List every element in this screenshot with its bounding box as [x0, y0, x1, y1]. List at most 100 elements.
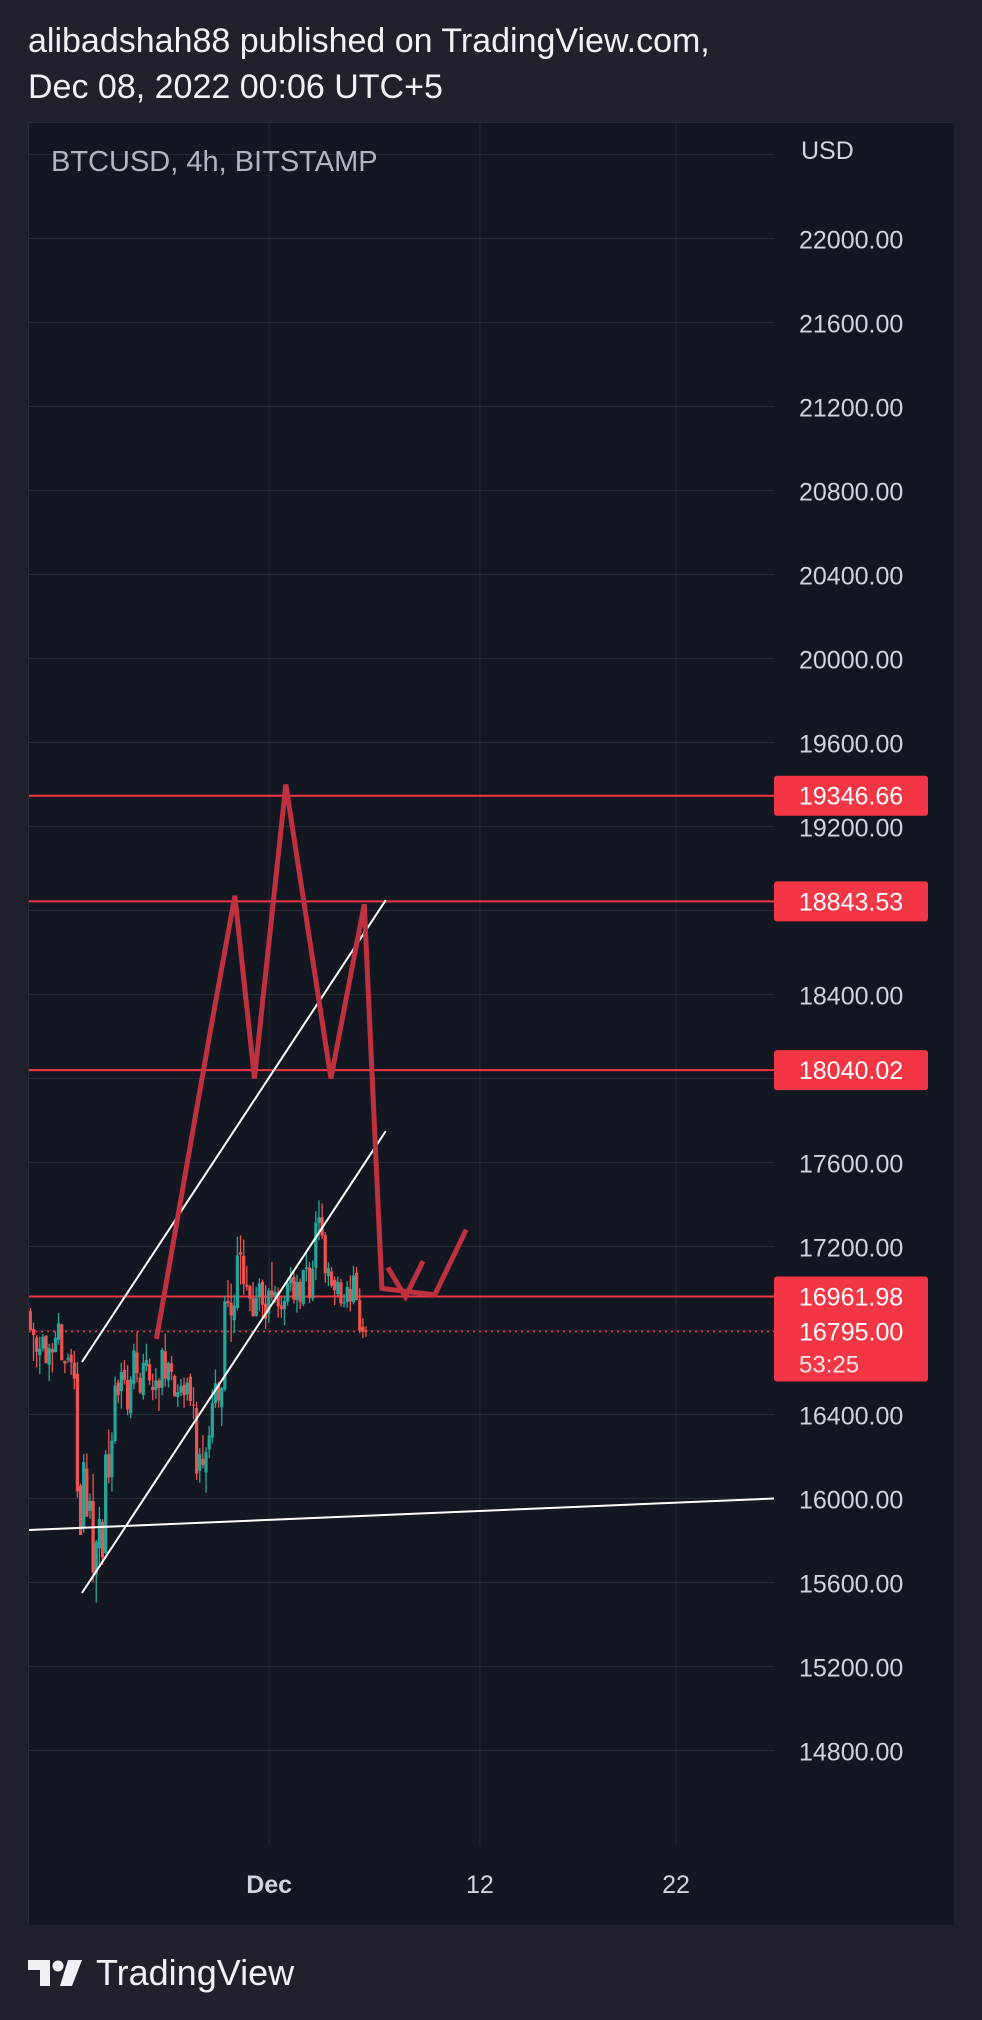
candle-body — [173, 1376, 177, 1397]
candle-body — [210, 1403, 214, 1438]
candle-body — [323, 1235, 327, 1274]
candle-body — [242, 1255, 246, 1285]
candle-body — [147, 1364, 152, 1381]
candle-body — [31, 1329, 36, 1336]
candle-body — [188, 1376, 192, 1402]
candle-body — [138, 1377, 142, 1393]
candle-body — [122, 1369, 127, 1380]
y-tick-label: 19200.00 — [799, 815, 903, 843]
candle-body — [47, 1348, 51, 1365]
candle-body — [248, 1286, 252, 1299]
candle-body — [285, 1283, 290, 1302]
candle-body — [154, 1380, 158, 1390]
chart-background — [29, 123, 954, 1925]
candle-body — [257, 1283, 261, 1297]
price-level-tag — [774, 881, 928, 922]
y-tick-label: 18400.00 — [799, 983, 903, 1011]
candle-body — [229, 1302, 233, 1316]
candle-body — [72, 1362, 76, 1379]
y-tick-label: 22000.00 — [799, 227, 903, 255]
candle-body — [41, 1336, 45, 1349]
price-chart[interactable]: BTCUSD, 4h, BITSTAMP USD 22000.00 21600.00 2… — [29, 123, 954, 1925]
candle-body — [132, 1350, 136, 1384]
y-tick-label: 14800.00 — [799, 1739, 903, 1767]
candle-body — [113, 1385, 117, 1442]
candle-body — [345, 1286, 349, 1303]
candle-body — [185, 1382, 189, 1395]
projection-arrowhead — [385, 1260, 426, 1303]
candle-body — [66, 1358, 70, 1360]
x-tick-label: Dec — [246, 1871, 292, 1899]
candle-body — [326, 1268, 330, 1277]
support-trendline — [29, 1497, 775, 1531]
candle-body — [270, 1290, 274, 1296]
candle-body — [126, 1380, 130, 1410]
candle-body — [207, 1435, 211, 1450]
candle-body — [104, 1454, 108, 1553]
candle-body — [317, 1217, 321, 1223]
price-level-label: 19346.66 — [799, 783, 903, 811]
candle-body — [38, 1348, 42, 1356]
bar-countdown: 53:25 — [799, 1352, 859, 1379]
candle-body — [307, 1267, 312, 1298]
candle-body — [213, 1383, 218, 1404]
price-level-tag — [774, 1276, 928, 1317]
candle-body — [361, 1326, 365, 1332]
candle-body — [182, 1385, 186, 1396]
candle-body — [264, 1303, 268, 1319]
y-tick-label: 15200.00 — [799, 1655, 903, 1683]
y-tick-label: 16400.00 — [799, 1403, 903, 1431]
candle-body — [314, 1222, 318, 1268]
candle-body — [292, 1276, 296, 1300]
y-tick-label: 20000.00 — [799, 647, 903, 675]
candle-body — [201, 1458, 205, 1465]
candle-body — [333, 1279, 337, 1291]
candle-body — [232, 1305, 236, 1321]
candle-body — [238, 1252, 243, 1255]
candle-body — [82, 1462, 86, 1528]
y-tick-label: 21600.00 — [799, 311, 903, 339]
candle-body — [119, 1372, 123, 1392]
price-level-tag — [774, 775, 928, 816]
candle-body — [342, 1302, 346, 1304]
candle-body — [166, 1362, 170, 1381]
candle-body — [304, 1267, 309, 1270]
chart-frame[interactable]: BTCUSD, 4h, BITSTAMP USD 22000.00 21600.00 2… — [28, 122, 954, 1925]
channel-upper-trendline — [81, 899, 387, 1363]
y-tick-label: 21200.00 — [799, 395, 903, 423]
price-level-label: 18843.53 — [799, 888, 903, 916]
candle-body — [267, 1290, 271, 1314]
y-tick-label: 19600.00 — [799, 731, 903, 759]
y-tick-label: 20800.00 — [799, 479, 903, 507]
candle-body — [88, 1500, 92, 1511]
candle-body — [63, 1360, 67, 1364]
candle-body — [276, 1292, 280, 1307]
candle-body — [60, 1324, 64, 1361]
channel-lower-trendline — [81, 1130, 387, 1594]
candle-body — [235, 1255, 240, 1308]
candle-body — [364, 1330, 368, 1332]
candle-body — [91, 1501, 95, 1573]
candle-body — [35, 1337, 39, 1352]
candle-body — [329, 1271, 334, 1286]
candle-body — [260, 1281, 265, 1305]
candle-body — [176, 1392, 180, 1397]
candle-body — [157, 1380, 161, 1389]
candle-body — [298, 1281, 302, 1302]
y-tick-label: 15600.00 — [799, 1571, 903, 1599]
y-tick-label: 16000.00 — [799, 1487, 903, 1515]
publish-header: alibadshah88 published on TradingView.co… — [28, 18, 710, 110]
tradingview-brand: TradingView — [96, 1952, 295, 1993]
candle-body — [144, 1360, 149, 1367]
candle-body — [282, 1300, 287, 1310]
currency-label: USD — [801, 137, 854, 165]
tradingview-logo-icon — [28, 1960, 82, 1986]
price-level-label: 16961.98 — [799, 1283, 903, 1311]
price-level-tag — [774, 1050, 928, 1091]
candle-body — [129, 1379, 133, 1414]
candle-body — [100, 1521, 105, 1558]
candle-body — [29, 1311, 32, 1331]
candle-body — [295, 1281, 299, 1300]
last-price-tag — [774, 1311, 928, 1382]
candle-body — [116, 1382, 120, 1396]
